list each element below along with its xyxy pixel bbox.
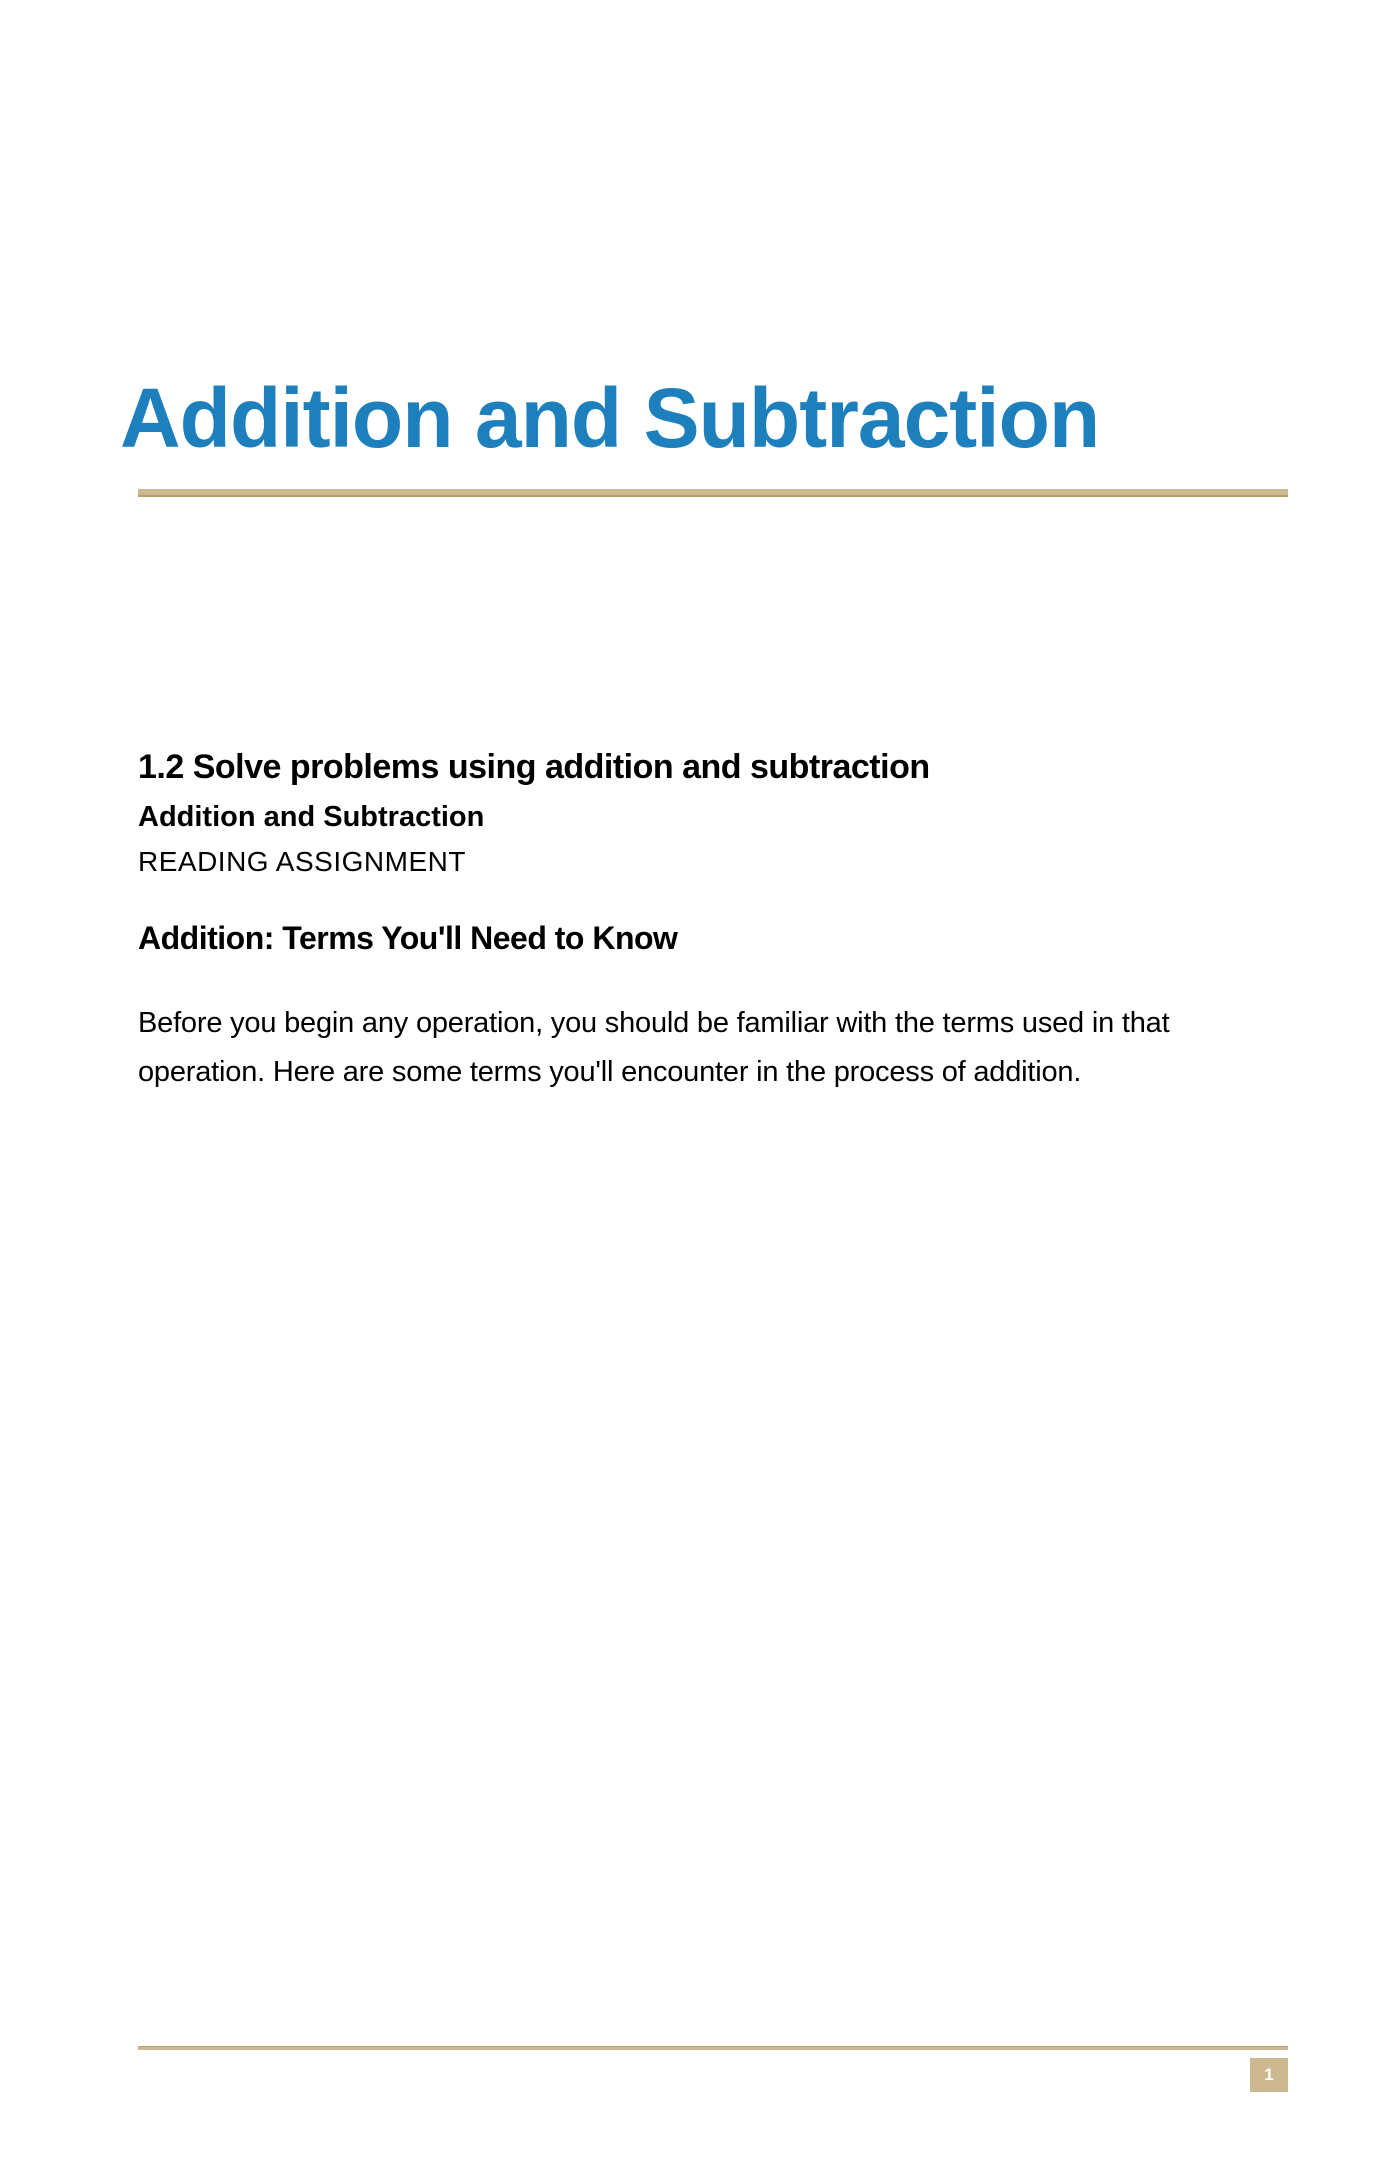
footer-divider xyxy=(138,2046,1288,2050)
content-block: 1.2 Solve problems using addition and su… xyxy=(138,742,1271,1099)
section-heading: 1.2 Solve problems using addition and su… xyxy=(138,742,1271,793)
terms-heading: Addition: Terms You'll Need to Know xyxy=(138,920,1271,957)
document-title: Addition and Subtraction xyxy=(120,370,1271,467)
sub-heading: Addition and Subtraction xyxy=(138,801,1271,834)
title-underline xyxy=(138,489,1288,497)
body-paragraph: Before you begin any operation, you shou… xyxy=(138,999,1271,1099)
page-number: 1 xyxy=(1250,2058,1288,2092)
reading-assignment-label: READING ASSIGNMENT xyxy=(138,846,1271,878)
